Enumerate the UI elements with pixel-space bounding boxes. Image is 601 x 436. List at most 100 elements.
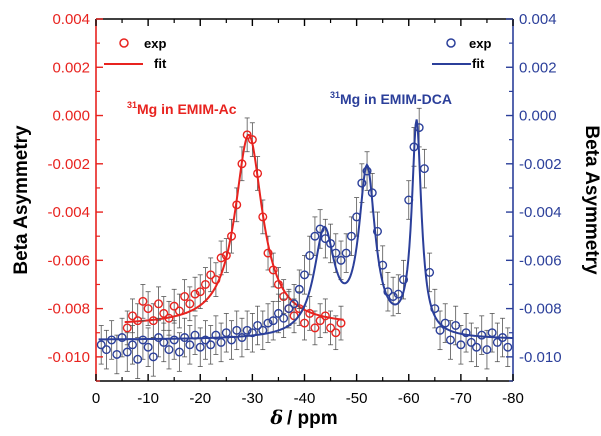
data-point-dca xyxy=(164,345,174,355)
error-bar-ac xyxy=(333,315,339,351)
error-bar-dca xyxy=(192,315,198,355)
data-point-dca xyxy=(346,231,356,241)
error-bar-dca xyxy=(479,315,485,355)
x-axis-title: δ / ppm xyxy=(269,407,337,429)
data-point-dca xyxy=(399,275,409,285)
x-tick-label: -50 xyxy=(346,390,368,407)
error-bar-dca xyxy=(218,322,224,363)
data-point-dca xyxy=(341,248,351,258)
data-point-dca xyxy=(336,255,346,265)
data-point-ac xyxy=(154,299,164,309)
error-bar-dca xyxy=(171,320,177,360)
data-point-dca xyxy=(117,333,127,343)
annotation-emim-dca-superscript: 31 xyxy=(330,90,340,100)
data-point-dca xyxy=(305,251,315,261)
error-bar-ac xyxy=(187,286,193,322)
error-bar-dca xyxy=(494,322,500,363)
data-point-ac xyxy=(263,248,273,258)
data-point-dca xyxy=(362,166,372,176)
error-bar-dca xyxy=(421,148,427,189)
legend-red-exp-label: exp xyxy=(144,36,166,51)
data-point-dca xyxy=(466,337,476,347)
data-point-dca xyxy=(206,340,216,350)
data-layer xyxy=(96,107,513,379)
annotation-emim-dca: 31Mg in EMIM-DCA xyxy=(330,90,452,107)
data-point-ac xyxy=(200,279,210,289)
error-bar-dca xyxy=(161,322,167,363)
error-bar-dca xyxy=(275,293,281,334)
error-bar-dca xyxy=(234,310,240,351)
data-point-dca xyxy=(456,340,466,350)
x-tick-label: -40 xyxy=(294,390,316,407)
x-tick-label: -20 xyxy=(189,390,211,407)
legend-blue-fit-label: fit xyxy=(472,56,485,71)
data-point-dca xyxy=(279,313,289,323)
data-point-ac xyxy=(180,292,190,302)
x-axis-title-symbol: δ xyxy=(269,407,283,429)
data-point-ac xyxy=(122,323,132,333)
legend-red-exp-marker xyxy=(119,38,129,48)
data-point-dca xyxy=(143,342,153,352)
annotation-emim-ac: 31Mg in EMIM-Ac xyxy=(127,100,237,117)
data-point-dca xyxy=(461,328,471,338)
error-bar-dca xyxy=(129,325,135,365)
data-point-dca xyxy=(200,335,210,345)
data-point-dca xyxy=(185,340,195,350)
y-right-tick-label: 0.004 xyxy=(519,11,557,28)
left-axis-title: Beta Asymmetry xyxy=(11,125,32,275)
error-bar-dca xyxy=(286,288,292,329)
data-point-ac xyxy=(331,328,341,338)
data-point-dca xyxy=(273,308,283,318)
data-point-dca xyxy=(133,354,143,364)
legend-red-fit-label: fit xyxy=(154,56,167,71)
y-right-tick-label: 0.002 xyxy=(519,59,557,76)
y-left-tick-label: -0.008 xyxy=(47,301,90,318)
error-bar-dca xyxy=(213,315,219,355)
annotation-emim-dca-text: Mg in EMIM-DCA xyxy=(340,91,452,107)
legend-blue-exp-marker xyxy=(446,38,456,48)
data-point-dca xyxy=(472,342,482,352)
data-point-dca xyxy=(263,318,273,328)
data-point-ac xyxy=(326,323,336,333)
data-point-dca xyxy=(503,342,513,352)
x-tick-label: -80 xyxy=(502,390,524,407)
ticks-layer: 0 -10 -20 -30 -40 -50 -60 -70 -80 0.004 0.004 0.002… xyxy=(47,11,561,407)
x-tick-label: -30 xyxy=(242,390,264,407)
data-point-dca xyxy=(294,284,304,294)
y-right-tick-label: 0.000 xyxy=(519,108,557,125)
y-right-tick-label: -0.010 xyxy=(519,349,562,366)
error-bar-dca xyxy=(395,274,401,314)
y-left-tick-label: -0.002 xyxy=(47,156,90,173)
data-point-ac xyxy=(206,270,216,280)
data-point-dca xyxy=(492,337,502,347)
data-point-dca xyxy=(216,337,226,347)
error-bar-ac xyxy=(322,298,328,334)
right-axis-title: Beta Asymmetry xyxy=(581,125,601,275)
y-left-tick-label: -0.006 xyxy=(47,252,90,269)
y-right-tick-label: -0.004 xyxy=(519,204,562,221)
error-bar-ac xyxy=(328,310,334,346)
y-right-tick-label: -0.006 xyxy=(519,252,562,269)
legend-blue-exp-label: exp xyxy=(469,36,491,51)
data-point-ac xyxy=(169,301,179,311)
data-point-dca xyxy=(357,178,367,188)
data-point-dca xyxy=(195,342,205,352)
x-tick-label: -10 xyxy=(137,390,159,407)
y-left-tick-label: 0.004 xyxy=(52,11,90,28)
data-point-ac xyxy=(216,253,226,263)
data-point-dca xyxy=(242,325,252,335)
data-point-ac xyxy=(190,289,200,299)
annotation-emim-ac-text: Mg in EMIM-Ac xyxy=(137,101,237,117)
data-point-dca xyxy=(154,333,164,343)
x-tick-label: 0 xyxy=(92,390,100,407)
error-bar-dca xyxy=(208,325,214,365)
error-bar-dca xyxy=(244,310,250,351)
data-point-ac xyxy=(185,299,195,309)
data-point-dca xyxy=(435,325,445,335)
error-bar-dca xyxy=(166,329,172,370)
x-axis-title-unit: / ppm xyxy=(287,408,338,429)
error-bar-dca xyxy=(474,327,480,367)
error-bar-dca xyxy=(296,269,302,310)
